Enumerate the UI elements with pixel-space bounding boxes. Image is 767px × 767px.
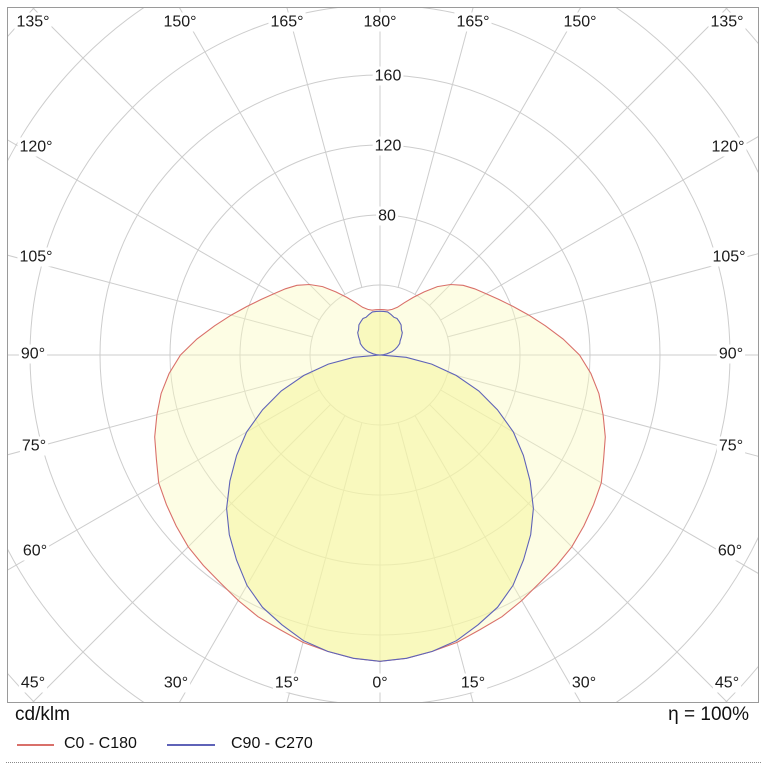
label-halo [19,436,49,456]
angle-label: 45° [715,675,739,692]
label-halo [376,206,398,226]
angle-label: 120° [19,139,52,156]
polar-spoke [397,8,474,288]
angle-label: 60° [718,543,742,560]
angle-label: 105° [19,249,52,266]
polar-plot-area: 135° 150° 165° 180° 165° 150° 135° 120° 105° 90° 7… [7,7,759,703]
polar-spoke [8,139,320,321]
angle-label: 45° [21,675,45,692]
label-halo [161,673,191,693]
label-halo [561,12,599,32]
label-halo [361,12,399,32]
radial-tick-label: 80 [378,208,396,225]
polar-spoke [429,8,728,306]
angle-label: 15° [275,675,299,692]
bottom-separator-line [6,762,761,763]
legend-label-c0-c180: C0 - C180 [64,735,137,752]
angle-label: 0° [372,675,387,692]
radial-tick-label: 120 [375,138,402,155]
label-halo [14,12,52,32]
angle-label: 120° [711,139,744,156]
label-halo [18,673,48,693]
label-halo [715,541,745,561]
polar-spoke [440,136,758,321]
polar-spoke [447,253,758,338]
angle-label: 75° [719,438,743,455]
legend-label-c90-c270: C90 - C270 [231,735,313,752]
angle-label: 150° [563,14,596,31]
label-halo [18,344,48,364]
label-halo [458,673,488,693]
angle-label: 90° [21,346,45,363]
label-halo [17,247,55,267]
label-halo [454,12,492,32]
polar-spoke [440,389,758,574]
label-halo [569,673,599,693]
label-halo [712,673,742,693]
angle-label: 75° [22,438,46,455]
label-halo [161,12,199,32]
label-halo [268,12,306,32]
angle-label: 150° [163,14,196,31]
label-halo [20,541,50,561]
curve-C90-C270 [226,310,534,662]
polar-spoke [32,8,331,306]
label-halo [370,673,390,693]
polar-spoke [414,8,581,295]
polar-spoke [8,254,313,338]
polar-spoke [286,8,363,288]
intensity-curves [154,283,606,662]
angle-label: 165° [456,14,489,31]
angle-label: 30° [572,675,596,692]
legend-line-c90-c270 [167,744,215,746]
efficiency-label: η = 100% [668,704,749,725]
label-halo [716,344,746,364]
label-halo [708,12,746,32]
angle-label: 165° [270,14,303,31]
angle-label: 30° [164,675,188,692]
label-halo [372,136,404,156]
label-halo [272,673,302,693]
angle-label: 15° [461,675,485,692]
polar-spoke [8,372,313,456]
label-halo [716,436,746,456]
label-halo [372,66,404,86]
label-halo [710,247,748,267]
angle-label: 90° [719,346,743,363]
angle-label: 60° [23,543,47,560]
axis-labels: 135° 150° 165° 180° 165° 150° 135° 120° 105° 90° 7… [14,12,748,693]
polar-spoke [8,389,320,571]
label-halo [709,137,747,157]
radial-tick-label: 160 [375,68,402,85]
angle-label: 105° [712,249,745,266]
polar-spoke [447,372,758,457]
label-halo [17,137,55,157]
legend-line-c0-c180 [17,744,54,746]
angle-label: 135° [710,14,743,31]
angle-label: 135° [16,14,49,31]
unit-label: cd/klm [15,704,70,725]
angle-label: 180° [363,14,396,31]
polar-spoke [179,8,346,295]
